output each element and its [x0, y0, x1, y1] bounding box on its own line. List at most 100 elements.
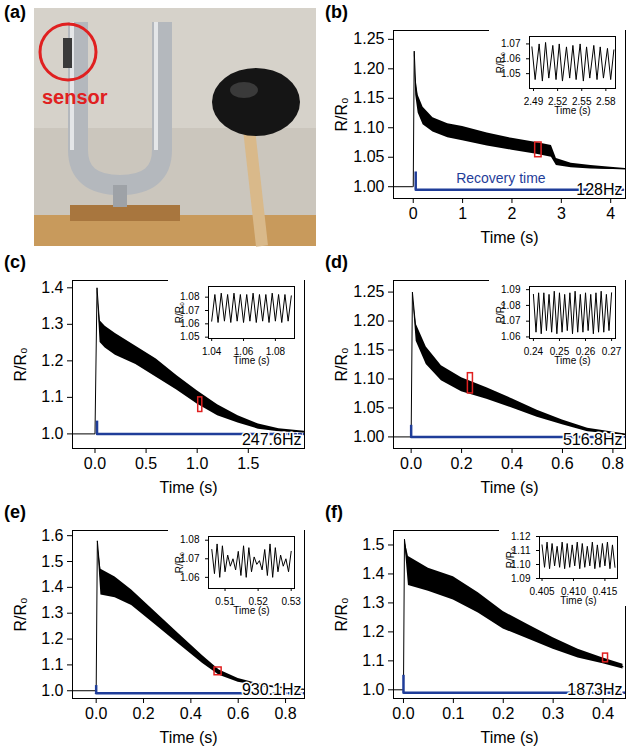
- svg-text:Recovery time: Recovery time: [456, 170, 546, 186]
- svg-text:1.00: 1.00: [353, 178, 384, 195]
- svg-text:1.20: 1.20: [353, 312, 384, 329]
- svg-text:0.1: 0.1: [442, 705, 464, 722]
- html-text:(a): (a): [4, 2, 26, 22]
- svg-text:Time (s): Time (s): [233, 355, 269, 366]
- svg-text:0.5: 0.5: [135, 455, 157, 472]
- svg-text:0.8: 0.8: [274, 705, 296, 722]
- svg-text:1.10: 1.10: [353, 119, 384, 136]
- svg-text:1.0: 1.0: [41, 425, 63, 442]
- svg-text:R/R₀: R/R₀: [333, 597, 350, 631]
- svg-text:1.04: 1.04: [202, 346, 222, 357]
- svg-text:R/R₀: R/R₀: [174, 302, 185, 323]
- svg-text:2.49: 2.49: [524, 96, 544, 107]
- svg-text:1.09: 1.09: [511, 573, 531, 584]
- svg-text:Time (s): Time (s): [554, 105, 590, 116]
- svg-text:R/R₀: R/R₀: [495, 52, 506, 73]
- svg-text:0.4: 0.4: [501, 455, 523, 472]
- svg-text:0.2: 0.2: [450, 455, 472, 472]
- svg-text:0: 0: [409, 205, 418, 222]
- svg-text:R/R₀: R/R₀: [505, 547, 516, 568]
- svg-text:R/R₀: R/R₀: [174, 552, 185, 573]
- svg-text:1.12: 1.12: [511, 531, 531, 542]
- svg-text:0.4: 0.4: [180, 705, 202, 722]
- svg-text:247.6Hz: 247.6Hz: [242, 431, 302, 448]
- svg-text:3: 3: [557, 205, 566, 222]
- svg-text:1.25: 1.25: [353, 283, 384, 300]
- svg-text:516.8Hz: 516.8Hz: [563, 431, 623, 448]
- svg-text:0.8: 0.8: [602, 455, 624, 472]
- svg-text:1.3: 1.3: [362, 594, 384, 611]
- svg-text:Time (s): Time (s): [159, 729, 217, 746]
- svg-text:1.0: 1.0: [41, 682, 63, 699]
- svg-text:1.4: 1.4: [41, 578, 63, 595]
- svg-text:1.09: 1.09: [501, 284, 521, 295]
- svg-text:1.5: 1.5: [362, 536, 384, 553]
- svg-text:1.0: 1.0: [362, 681, 384, 698]
- svg-text:1.07: 1.07: [501, 38, 521, 49]
- svg-text:0.405: 0.405: [530, 586, 555, 597]
- svg-text:1.3: 1.3: [41, 604, 63, 621]
- svg-text:1.2: 1.2: [362, 623, 384, 640]
- svg-text:0.27: 0.27: [602, 346, 622, 357]
- svg-text:Time (s): Time (s): [159, 479, 217, 496]
- svg-text:1.5: 1.5: [237, 455, 259, 472]
- html-text:(c): (c): [4, 252, 26, 272]
- svg-text:0.0: 0.0: [392, 705, 414, 722]
- svg-text:Time (s): Time (s): [480, 729, 538, 746]
- svg-text:1.6: 1.6: [41, 527, 63, 544]
- svg-text:Time (s): Time (s): [480, 229, 538, 246]
- svg-text:1: 1: [458, 205, 467, 222]
- svg-text:0.2: 0.2: [132, 705, 154, 722]
- svg-text:1.3: 1.3: [41, 315, 63, 332]
- svg-text:1.1: 1.1: [41, 656, 63, 673]
- svg-text:1.4: 1.4: [41, 279, 63, 296]
- svg-text:R/R₀: R/R₀: [333, 97, 350, 131]
- svg-text:1.08: 1.08: [180, 291, 200, 302]
- svg-text:0.51: 0.51: [215, 596, 235, 607]
- svg-text:1.2: 1.2: [41, 352, 63, 369]
- svg-text:1.00: 1.00: [353, 428, 384, 445]
- svg-text:0.4: 0.4: [592, 705, 614, 722]
- svg-text:1.08: 1.08: [180, 534, 200, 545]
- svg-text:1.06: 1.06: [501, 331, 521, 342]
- svg-text:1.05: 1.05: [353, 399, 384, 416]
- svg-text:Time (s): Time (s): [554, 355, 590, 366]
- svg-text:2.58: 2.58: [596, 96, 616, 107]
- svg-text:930.1Hz: 930.1Hz: [242, 681, 302, 698]
- svg-text:0.0: 0.0: [400, 455, 422, 472]
- svg-text:0.0: 0.0: [84, 455, 106, 472]
- svg-text:sensor: sensor: [42, 86, 108, 108]
- svg-text:4: 4: [606, 205, 615, 222]
- svg-text:1.15: 1.15: [353, 89, 384, 106]
- svg-text:Time (s): Time (s): [233, 605, 269, 616]
- svg-text:R/R₀: R/R₀: [12, 347, 29, 381]
- svg-text:1.05: 1.05: [353, 148, 384, 165]
- svg-text:R/R₀: R/R₀: [333, 347, 350, 381]
- svg-text:0.2: 0.2: [492, 705, 514, 722]
- svg-text:Time (s): Time (s): [560, 595, 596, 606]
- svg-text:0.53: 0.53: [281, 596, 301, 607]
- svg-text:1.10: 1.10: [353, 370, 384, 387]
- svg-text:0.6: 0.6: [227, 705, 249, 722]
- svg-text:1.1: 1.1: [41, 388, 63, 405]
- svg-text:0.24: 0.24: [524, 346, 544, 357]
- svg-text:2: 2: [508, 205, 517, 222]
- svg-text:R/R₀: R/R₀: [12, 597, 29, 631]
- svg-text:128Hz: 128Hz: [576, 181, 622, 198]
- svg-text:1.1: 1.1: [362, 652, 384, 669]
- svg-text:1873Hz: 1873Hz: [567, 681, 622, 698]
- svg-text:1.15: 1.15: [353, 341, 384, 358]
- svg-text:1.25: 1.25: [353, 30, 384, 47]
- svg-text:1.20: 1.20: [353, 60, 384, 77]
- svg-text:0.3: 0.3: [542, 705, 564, 722]
- svg-text:1.2: 1.2: [41, 630, 63, 647]
- svg-text:1.05: 1.05: [180, 331, 200, 342]
- svg-text:0.6: 0.6: [551, 455, 573, 472]
- svg-text:1.5: 1.5: [41, 553, 63, 570]
- svg-text:R/R₀: R/R₀: [495, 302, 506, 323]
- svg-text:Time (s): Time (s): [480, 479, 538, 496]
- svg-text:1.4: 1.4: [362, 565, 384, 582]
- svg-text:0.0: 0.0: [85, 705, 107, 722]
- html-text:(b): (b): [325, 2, 348, 22]
- svg-text:1.0: 1.0: [186, 455, 208, 472]
